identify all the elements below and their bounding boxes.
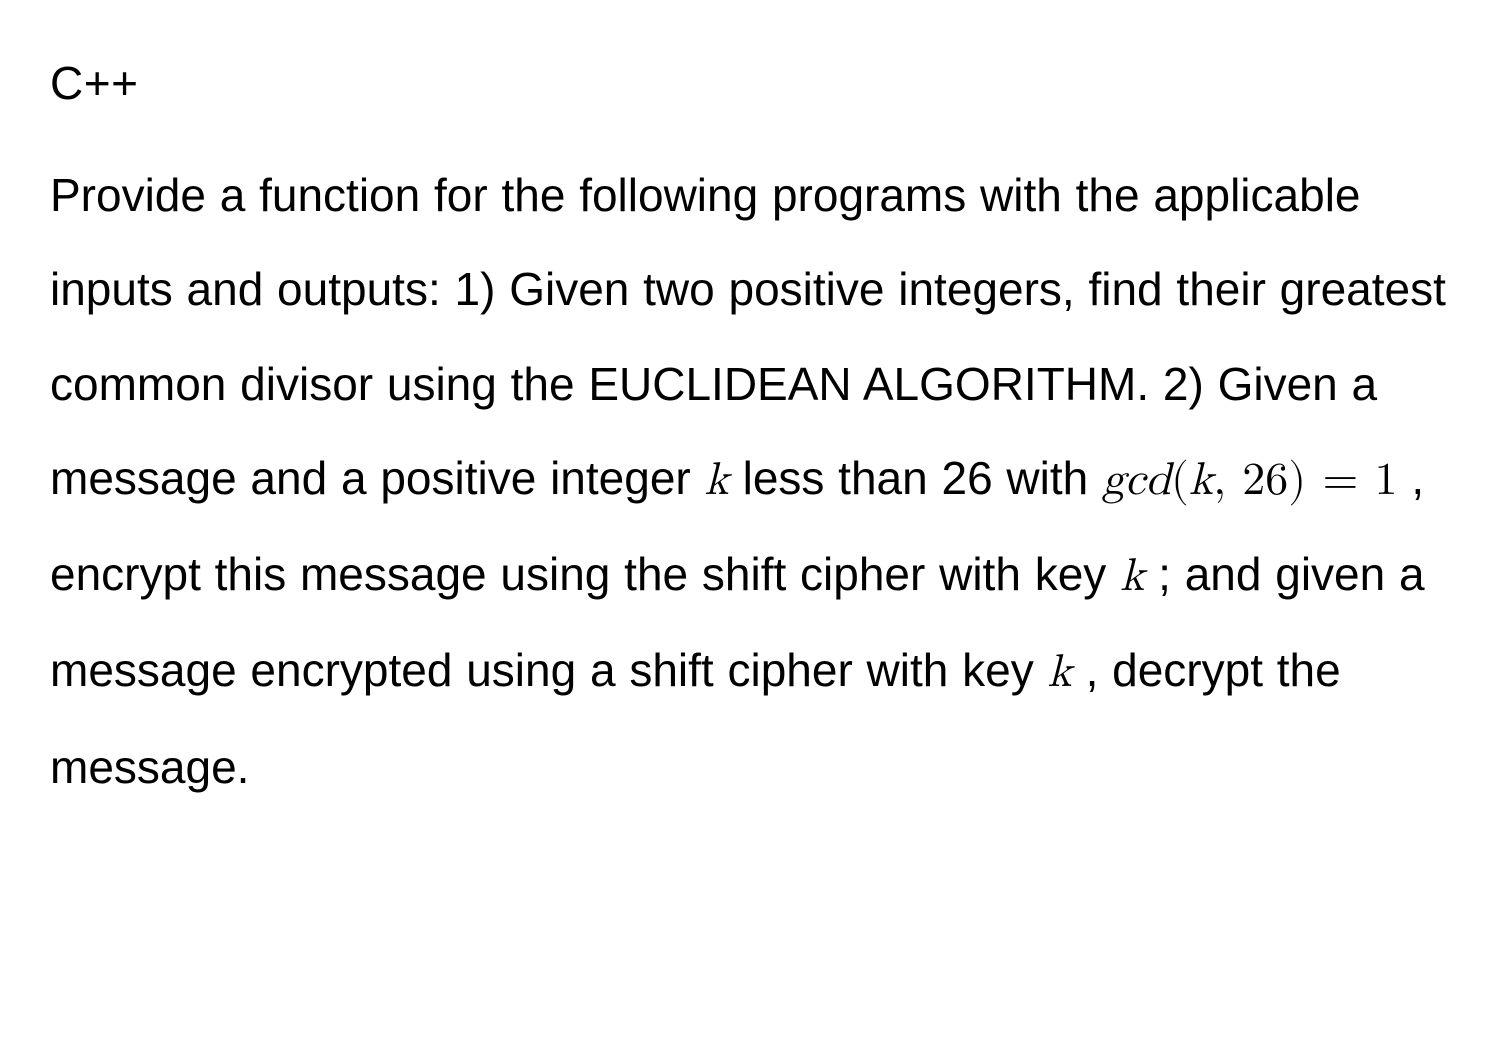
math-close-paren: ) [1288,457,1306,503]
math-rhs-1: 1 [1375,457,1398,503]
page: C++ Provide a function for the following… [0,0,1500,1044]
problem-paragraph: Provide a function for the following pro… [50,148,1450,814]
math-gcd-fn: gcd [1102,457,1171,503]
text-segment-2: less than 26 with [743,452,1102,504]
math-arg-26: 26 [1242,457,1288,503]
math-comma: , [1213,457,1242,503]
math-equals: = [1306,457,1374,503]
math-arg-k: k [1189,457,1213,503]
math-k-1: k [705,457,729,503]
math-gcd-expression: gcd(k, 26) = 1 [1102,457,1398,503]
math-k-3: k [1048,649,1072,695]
math-open-paren: ( [1171,457,1189,503]
math-k-2: k [1120,553,1144,599]
heading-cpp: C++ [50,60,1450,106]
